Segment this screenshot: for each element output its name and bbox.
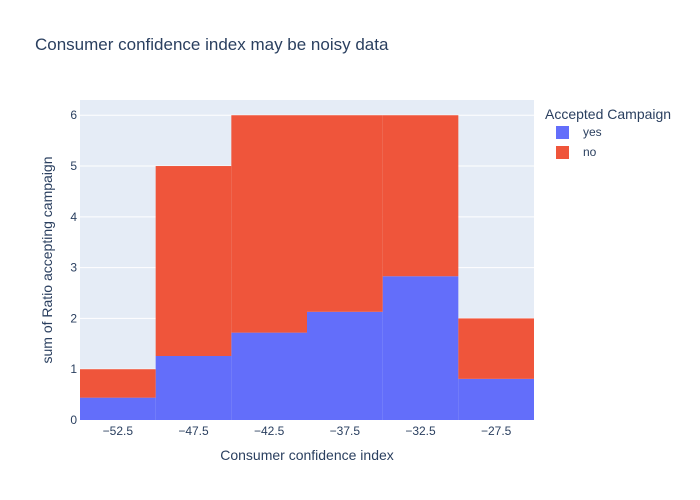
y-tick-label-6: 6 [70, 108, 77, 122]
x-tick-label-1: −47.5 [178, 424, 209, 438]
bar-no-4[interactable] [382, 115, 459, 277]
bar-no-0[interactable] [80, 369, 156, 398]
x-tick-label-5: −27.5 [481, 424, 512, 438]
x-tick-label-3: −37.5 [330, 424, 361, 438]
y-tick-label-0: 0 [70, 413, 77, 427]
bar-yes-3[interactable] [307, 311, 383, 420]
y-tick-label-3: 3 [70, 261, 77, 275]
bars[interactable] [80, 115, 534, 420]
bar-yes-4[interactable] [382, 276, 459, 420]
x-axis-ticks: −52.5 −47.5 −42.5 −37.5 −32.5 −27.5 [103, 424, 512, 438]
x-tick-label-4: −32.5 [405, 424, 436, 438]
bar-yes-2[interactable] [231, 332, 307, 420]
legend[interactable]: Accepted Campaign yes no [545, 106, 671, 159]
x-tick-label-2: −42.5 [254, 424, 285, 438]
bar-no-1[interactable] [155, 166, 232, 356]
y-tick-label-4: 4 [70, 210, 77, 224]
bar-yes-0[interactable] [80, 397, 156, 420]
bar-no-2[interactable] [231, 115, 307, 333]
y-tick-label-2: 2 [70, 311, 77, 325]
x-axis-title: Consumer confidence index [220, 447, 394, 463]
y-tick-label-5: 5 [70, 159, 77, 173]
bar-yes-1[interactable] [155, 356, 232, 420]
y-axis-title: sum of Ratio accepting campaign [39, 157, 55, 364]
chart-title: Consumer confidence index may be noisy d… [35, 35, 389, 54]
bar-yes-5[interactable] [458, 378, 534, 420]
legend-label-no[interactable]: no [583, 145, 597, 159]
bar-no-3[interactable] [307, 115, 383, 312]
legend-title: Accepted Campaign [545, 106, 671, 122]
y-tick-label-1: 1 [70, 362, 77, 376]
x-tick-label-0: −52.5 [103, 424, 134, 438]
bar-no-5[interactable] [458, 318, 534, 379]
y-axis-ticks: 0 1 2 3 4 5 6 [70, 108, 77, 427]
legend-swatch-yes[interactable] [556, 126, 569, 139]
legend-swatch-no[interactable] [556, 146, 569, 159]
legend-label-yes[interactable]: yes [583, 125, 602, 139]
